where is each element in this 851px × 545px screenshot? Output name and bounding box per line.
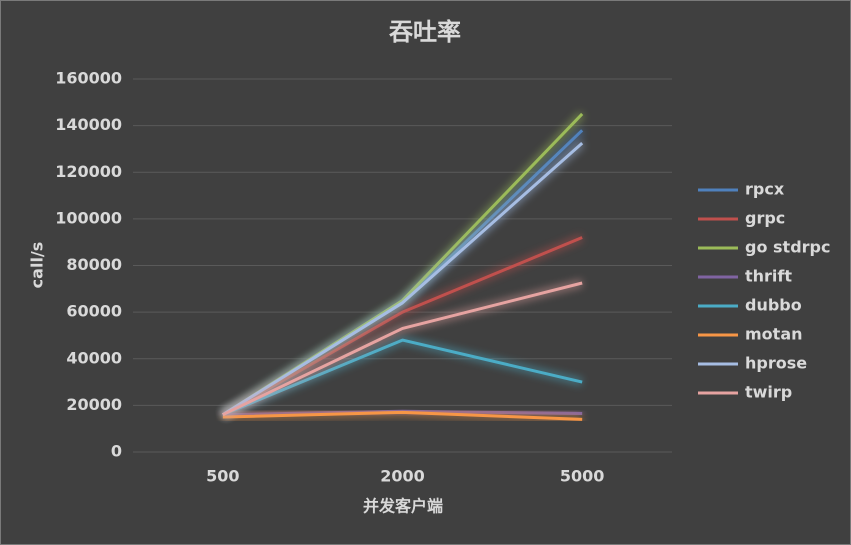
y-tick-label: 100000 (55, 208, 122, 227)
y-tick-label: 140000 (55, 115, 122, 134)
x-tick-label: 500 (206, 467, 239, 486)
x-tick-label: 2000 (380, 467, 425, 486)
y-axis-label: call/s (28, 242, 47, 289)
y-tick-label: 160000 (55, 69, 122, 88)
y-tick-label: 120000 (55, 162, 122, 181)
legend-label: motan (745, 325, 803, 344)
y-tick-label: 20000 (66, 395, 122, 414)
legend-label: thrift (745, 267, 792, 286)
y-tick-label: 80000 (66, 255, 122, 274)
y-tick-label: 0 (111, 442, 122, 461)
series-line (222, 281, 583, 417)
legend-label: rpcx (745, 180, 785, 199)
series-line (222, 141, 584, 416)
x-tick-label: 5000 (560, 467, 605, 486)
legend-label: go stdrpc (745, 238, 830, 257)
x-axis-label: 并发客户端 (363, 497, 443, 516)
legend-label: dubbo (745, 296, 802, 315)
legend-label: twirp (745, 383, 792, 402)
series-line (222, 410, 583, 421)
y-tick-label: 60000 (66, 302, 122, 321)
y-tick-label: 40000 (66, 348, 122, 367)
chart-title: 吞吐率 (389, 18, 461, 46)
legend-label: hprose (745, 354, 807, 373)
legend-label: grpc (745, 209, 785, 228)
